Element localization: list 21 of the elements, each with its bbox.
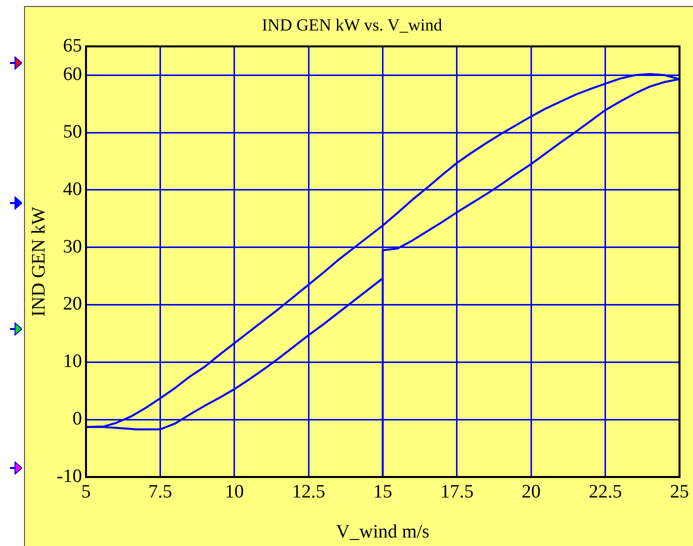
x-axis-title: V_wind m/s xyxy=(336,522,430,543)
y-tick-label: 60 xyxy=(63,64,82,86)
y-axis-title: IND GEN kW xyxy=(28,206,50,317)
x-tick-label: 5 xyxy=(81,481,91,502)
x-tick-label: 12.5 xyxy=(292,481,326,502)
x-tick-label: 15 xyxy=(373,481,392,502)
x-tick-label: 22.5 xyxy=(588,481,622,502)
y-tick-label: 65 xyxy=(63,35,82,56)
y-tick-label: 0 xyxy=(72,408,82,430)
y-tick-label: 40 xyxy=(63,178,82,200)
y-tick-label: 10 xyxy=(63,351,82,372)
x-tick-label: 7.5 xyxy=(148,481,172,502)
chart-title: IND GEN kW vs. V_wind xyxy=(262,16,443,35)
y-tick-label: -10 xyxy=(56,466,82,487)
x-tick-label: 20 xyxy=(522,481,541,502)
x-tick-label: 25 xyxy=(670,481,689,502)
y-tick-label: 20 xyxy=(63,294,82,315)
x-tick-label: 10 xyxy=(224,481,244,502)
y-tick-label: 50 xyxy=(63,122,82,143)
y-tick-label: 30 xyxy=(63,236,82,258)
x-tick-label: 17.5 xyxy=(440,481,474,502)
